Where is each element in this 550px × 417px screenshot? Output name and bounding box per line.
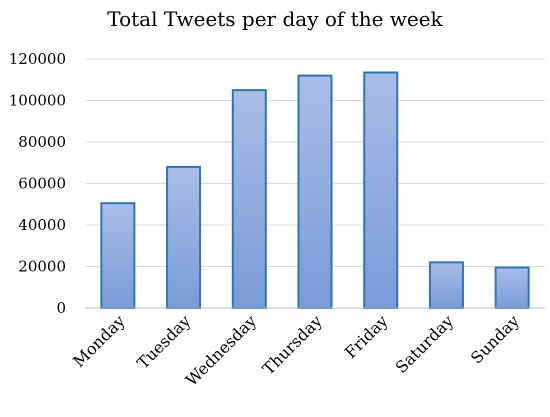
x-tick-label-tuesday: Tuesday <box>133 311 194 372</box>
bar-friday <box>363 71 399 309</box>
x-tick-label-friday: Friday <box>341 311 392 362</box>
bar-monday <box>100 202 136 309</box>
y-tick-label: 60000 <box>18 175 66 193</box>
x-tick-label-saturday: Saturday <box>392 311 458 377</box>
x-tick-label-thursday: Thursday <box>259 311 326 378</box>
bar-sunday <box>494 266 530 310</box>
bar-thursday <box>297 74 333 309</box>
y-tick-label: 20000 <box>18 258 66 276</box>
chart-title: Total Tweets per day of the week <box>107 7 443 31</box>
y-tick-label: 80000 <box>18 133 66 151</box>
bar-wednesday <box>231 89 267 309</box>
bars <box>100 71 530 310</box>
x-tick-label-sunday: Sunday <box>467 311 523 367</box>
x-tick-label-monday: Monday <box>69 311 128 370</box>
y-tick-label: 40000 <box>18 216 66 234</box>
y-tick-label: 120000 <box>9 50 66 68</box>
bar-tuesday <box>166 165 202 309</box>
y-axis-tick-labels: 0 20000 40000 60000 80000 100000 120000 <box>9 50 66 317</box>
bar-saturday <box>428 261 464 310</box>
x-tick-label-wednesday: Wednesday <box>182 311 260 389</box>
y-tick-label: 0 <box>56 299 66 317</box>
y-tick-label: 100000 <box>9 92 66 110</box>
